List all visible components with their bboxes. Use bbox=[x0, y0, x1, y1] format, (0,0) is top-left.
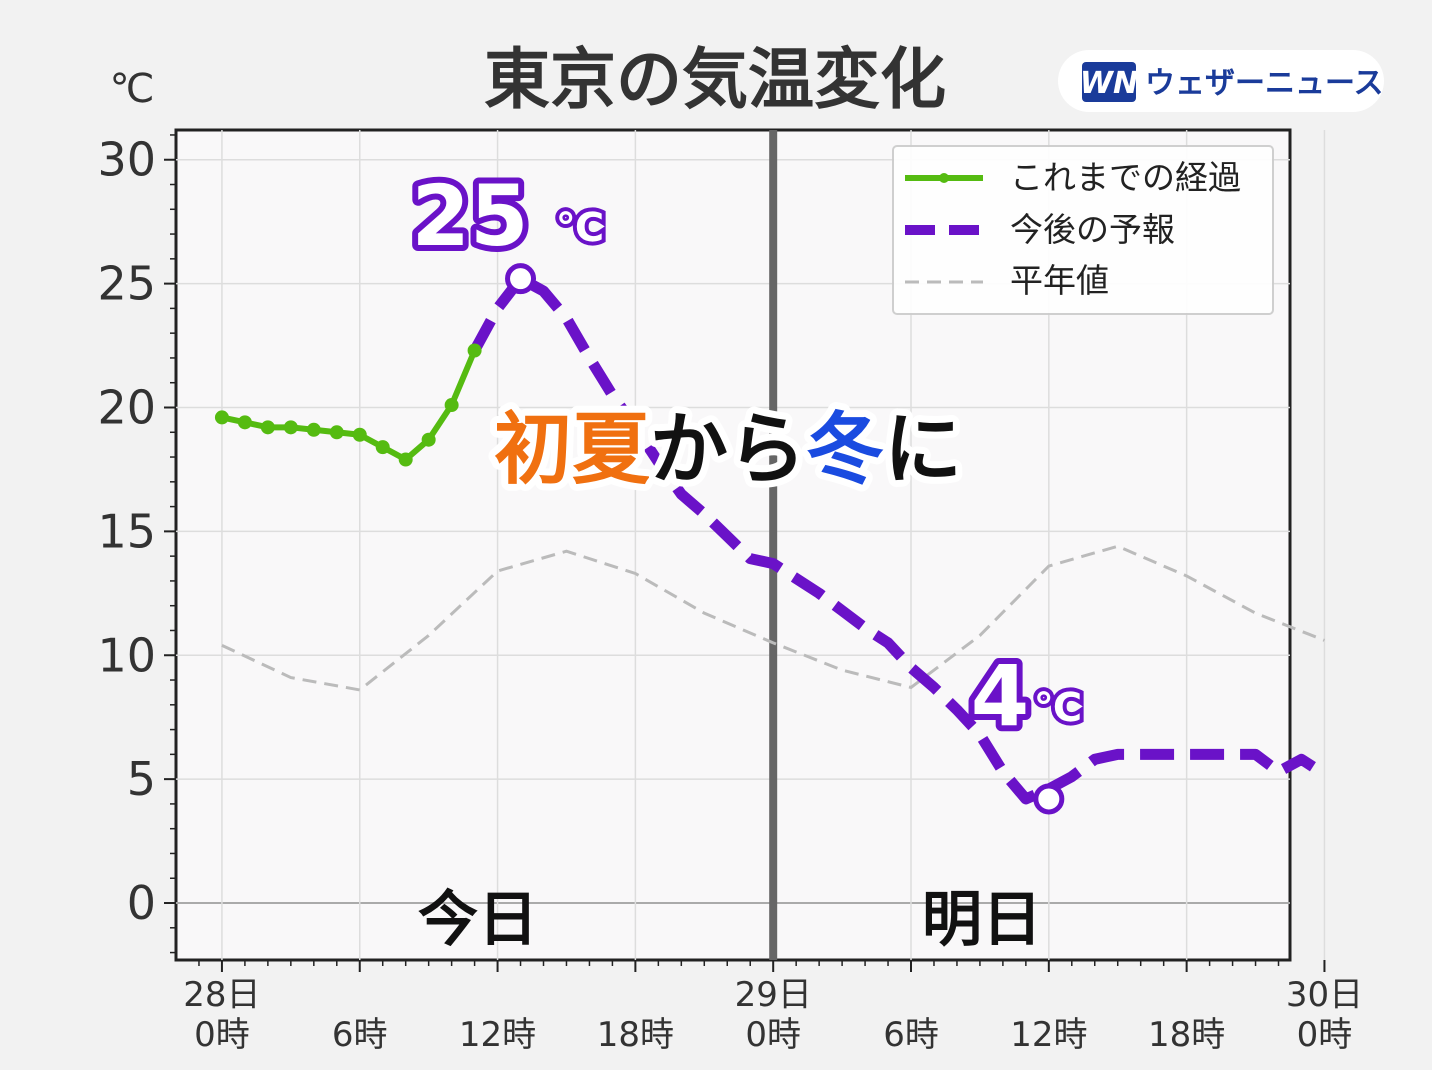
series-layer bbox=[214, 273, 1328, 805]
headline: 初夏から冬に bbox=[494, 405, 962, 495]
y-tick-label: 25 bbox=[97, 257, 156, 311]
y-tick-label: 10 bbox=[97, 628, 156, 682]
x-tick-label-hour: 6時 bbox=[883, 1015, 939, 1055]
day-label-today: 今日 bbox=[418, 885, 538, 955]
x-tick-label-hour: 0時 bbox=[1297, 1015, 1353, 1055]
day-label-tomorrow: 明日 bbox=[922, 885, 1042, 955]
x-tick-label-hour: 0時 bbox=[194, 1015, 250, 1055]
x-tick-label-hour: 6時 bbox=[332, 1015, 388, 1055]
series-forecast-line bbox=[469, 273, 1328, 805]
brand-logo-text: WN bbox=[1080, 66, 1138, 101]
y-tick-label: 0 bbox=[127, 876, 156, 930]
x-tick-label-hour: 0時 bbox=[745, 1015, 801, 1055]
observed-point bbox=[329, 425, 344, 440]
observed-point bbox=[260, 420, 275, 435]
observed-point bbox=[467, 343, 482, 358]
y-axis: 0 5 10 15 20 25 30 bbox=[97, 133, 176, 954]
chart-title: 東京の気温変化 bbox=[484, 41, 946, 118]
observed-point bbox=[444, 398, 459, 413]
observed-point bbox=[352, 427, 367, 442]
headline-part-early-summer: 初夏 bbox=[494, 405, 651, 495]
legend-label-normal: 平年値 bbox=[1010, 261, 1109, 300]
observed-point bbox=[375, 440, 390, 455]
x-tick-label-date: 29日 bbox=[735, 975, 812, 1015]
unit-label: ℃ bbox=[110, 66, 155, 112]
x-tick-label-hour: 12時 bbox=[1010, 1015, 1087, 1055]
observed-point bbox=[214, 410, 229, 425]
extreme-temp-unit: ℃ bbox=[1034, 685, 1082, 731]
y-tick-label: 20 bbox=[97, 380, 156, 434]
legend-marker-observed bbox=[939, 173, 949, 183]
extreme-temp-label: 4 bbox=[971, 647, 1029, 745]
extreme-marker bbox=[1033, 783, 1065, 815]
legend-label-observed: これまでの経過 bbox=[1010, 158, 1241, 197]
brand-logo-icon bbox=[1082, 62, 1136, 102]
x-tick-label-date: 30日 bbox=[1286, 975, 1363, 1015]
extreme-temp-unit: ℃ bbox=[556, 205, 604, 251]
brand-badge: WN ウェザーニュース bbox=[1058, 50, 1384, 112]
observed-point bbox=[398, 452, 413, 467]
annotation-layer: 25 ℃4 ℃ bbox=[406, 161, 1086, 815]
extreme-temp-label: 25 bbox=[412, 167, 529, 265]
x-tick-label-hour: 18時 bbox=[597, 1015, 674, 1055]
headline-part-winter: 冬 bbox=[806, 405, 884, 495]
headline-part-from: から bbox=[650, 405, 806, 495]
observed-point bbox=[283, 420, 298, 435]
x-tick-label-date: 28日 bbox=[183, 975, 260, 1015]
series-normal-line bbox=[221, 544, 1326, 692]
x-tick-label-hour: 12時 bbox=[459, 1015, 536, 1055]
observed-point bbox=[421, 432, 436, 447]
legend: これまでの経過 今後の予報 平年値 bbox=[892, 145, 1274, 315]
legend-label-forecast: 今後の予報 bbox=[1010, 210, 1175, 249]
observed-point bbox=[306, 422, 321, 437]
brand-name: ウェザーニュース bbox=[1145, 66, 1384, 101]
legend-box bbox=[892, 145, 1274, 315]
x-tick-label-hour: 18時 bbox=[1148, 1015, 1225, 1055]
observed-point bbox=[237, 415, 252, 430]
headline-part-to: に bbox=[884, 405, 962, 495]
y-tick-label: 30 bbox=[97, 133, 156, 187]
y-tick-label: 15 bbox=[97, 504, 156, 558]
extreme-marker bbox=[505, 263, 537, 295]
y-tick-label: 5 bbox=[127, 752, 156, 806]
